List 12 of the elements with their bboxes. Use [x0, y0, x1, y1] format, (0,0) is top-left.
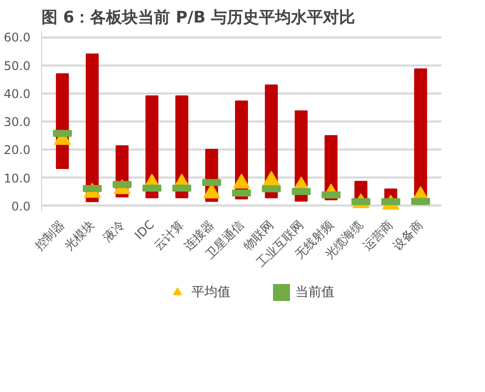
y-tick-label: 60.0 [4, 30, 30, 45]
legend-label: 平均值 [192, 284, 230, 301]
y-tick-label: 50.0 [4, 58, 30, 73]
y-tick-label: 0.0 [11, 199, 31, 214]
y-tick-label: 20.0 [4, 143, 30, 158]
x-tick-label: IDC [132, 218, 157, 242]
y-tick-label: 30.0 [4, 115, 30, 129]
y-tick-label: 40.0 [4, 86, 30, 101]
x-tick-label: 液冷 [100, 218, 128, 244]
legend-label: 当前值 [296, 284, 334, 301]
chart-title: 图 6：各板块当前 P/B 与历史平均水平对比 [42, 8, 356, 26]
y-tick-label: 10.0 [4, 171, 30, 186]
